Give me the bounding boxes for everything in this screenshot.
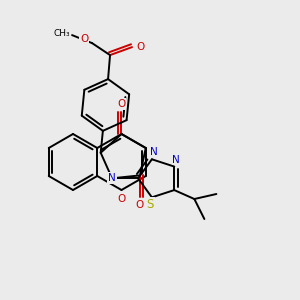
Text: N: N [108, 173, 116, 183]
Text: N: N [150, 147, 158, 157]
Text: CH₃: CH₃ [54, 28, 70, 38]
Text: S: S [146, 198, 154, 211]
Text: O: O [80, 34, 88, 44]
Text: O: O [136, 42, 144, 52]
Text: N: N [172, 154, 180, 165]
Text: O: O [117, 99, 126, 109]
Text: O: O [136, 200, 144, 210]
Text: O: O [117, 194, 126, 204]
